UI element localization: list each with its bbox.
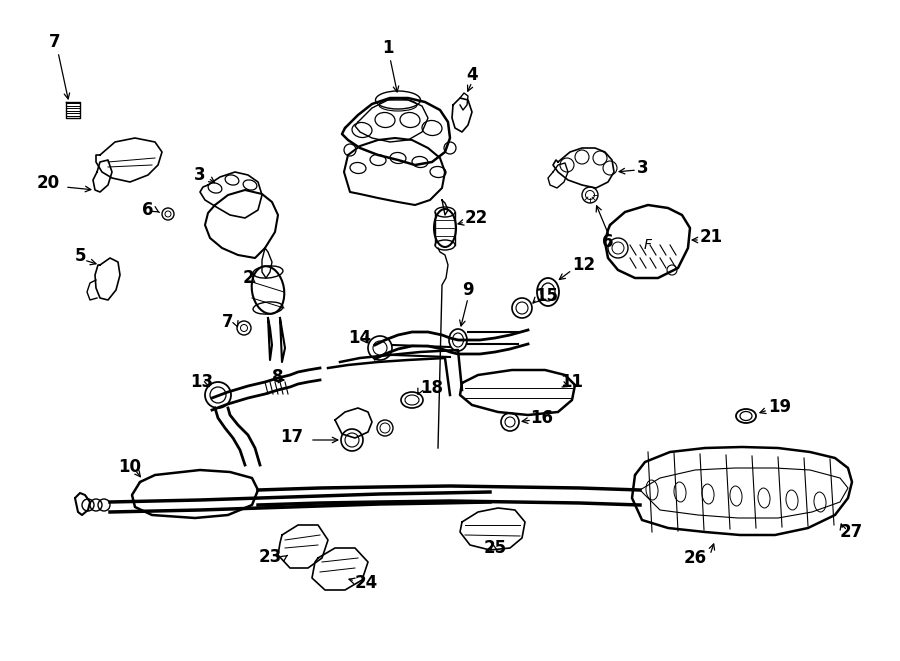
Text: 23: 23 xyxy=(259,548,282,566)
Text: 18: 18 xyxy=(420,379,443,397)
Text: F: F xyxy=(644,238,652,252)
Text: 7: 7 xyxy=(222,313,234,331)
Text: 6: 6 xyxy=(142,201,154,219)
Text: 10: 10 xyxy=(119,458,141,476)
Text: 8: 8 xyxy=(272,368,284,386)
Text: 5: 5 xyxy=(74,247,86,265)
Text: 13: 13 xyxy=(191,373,213,391)
Text: 26: 26 xyxy=(683,549,706,567)
Text: 22: 22 xyxy=(465,209,488,227)
Text: 2: 2 xyxy=(242,269,254,287)
Text: 20: 20 xyxy=(36,174,59,192)
Text: 21: 21 xyxy=(700,228,723,246)
Text: 6: 6 xyxy=(602,233,614,251)
Text: 25: 25 xyxy=(483,539,507,557)
Text: 14: 14 xyxy=(348,329,372,347)
Text: 27: 27 xyxy=(840,523,863,541)
Text: 1: 1 xyxy=(382,39,394,57)
Text: 17: 17 xyxy=(281,428,303,446)
Text: 19: 19 xyxy=(768,398,791,416)
Text: 3: 3 xyxy=(194,166,206,184)
Text: 11: 11 xyxy=(560,373,583,391)
Text: 7: 7 xyxy=(50,33,61,51)
Text: 4: 4 xyxy=(466,66,478,84)
Text: 24: 24 xyxy=(355,574,378,592)
Text: 15: 15 xyxy=(535,287,558,305)
Text: 12: 12 xyxy=(572,256,595,274)
Text: 9: 9 xyxy=(463,281,473,299)
Text: 16: 16 xyxy=(530,409,553,427)
Text: 3: 3 xyxy=(637,159,649,177)
